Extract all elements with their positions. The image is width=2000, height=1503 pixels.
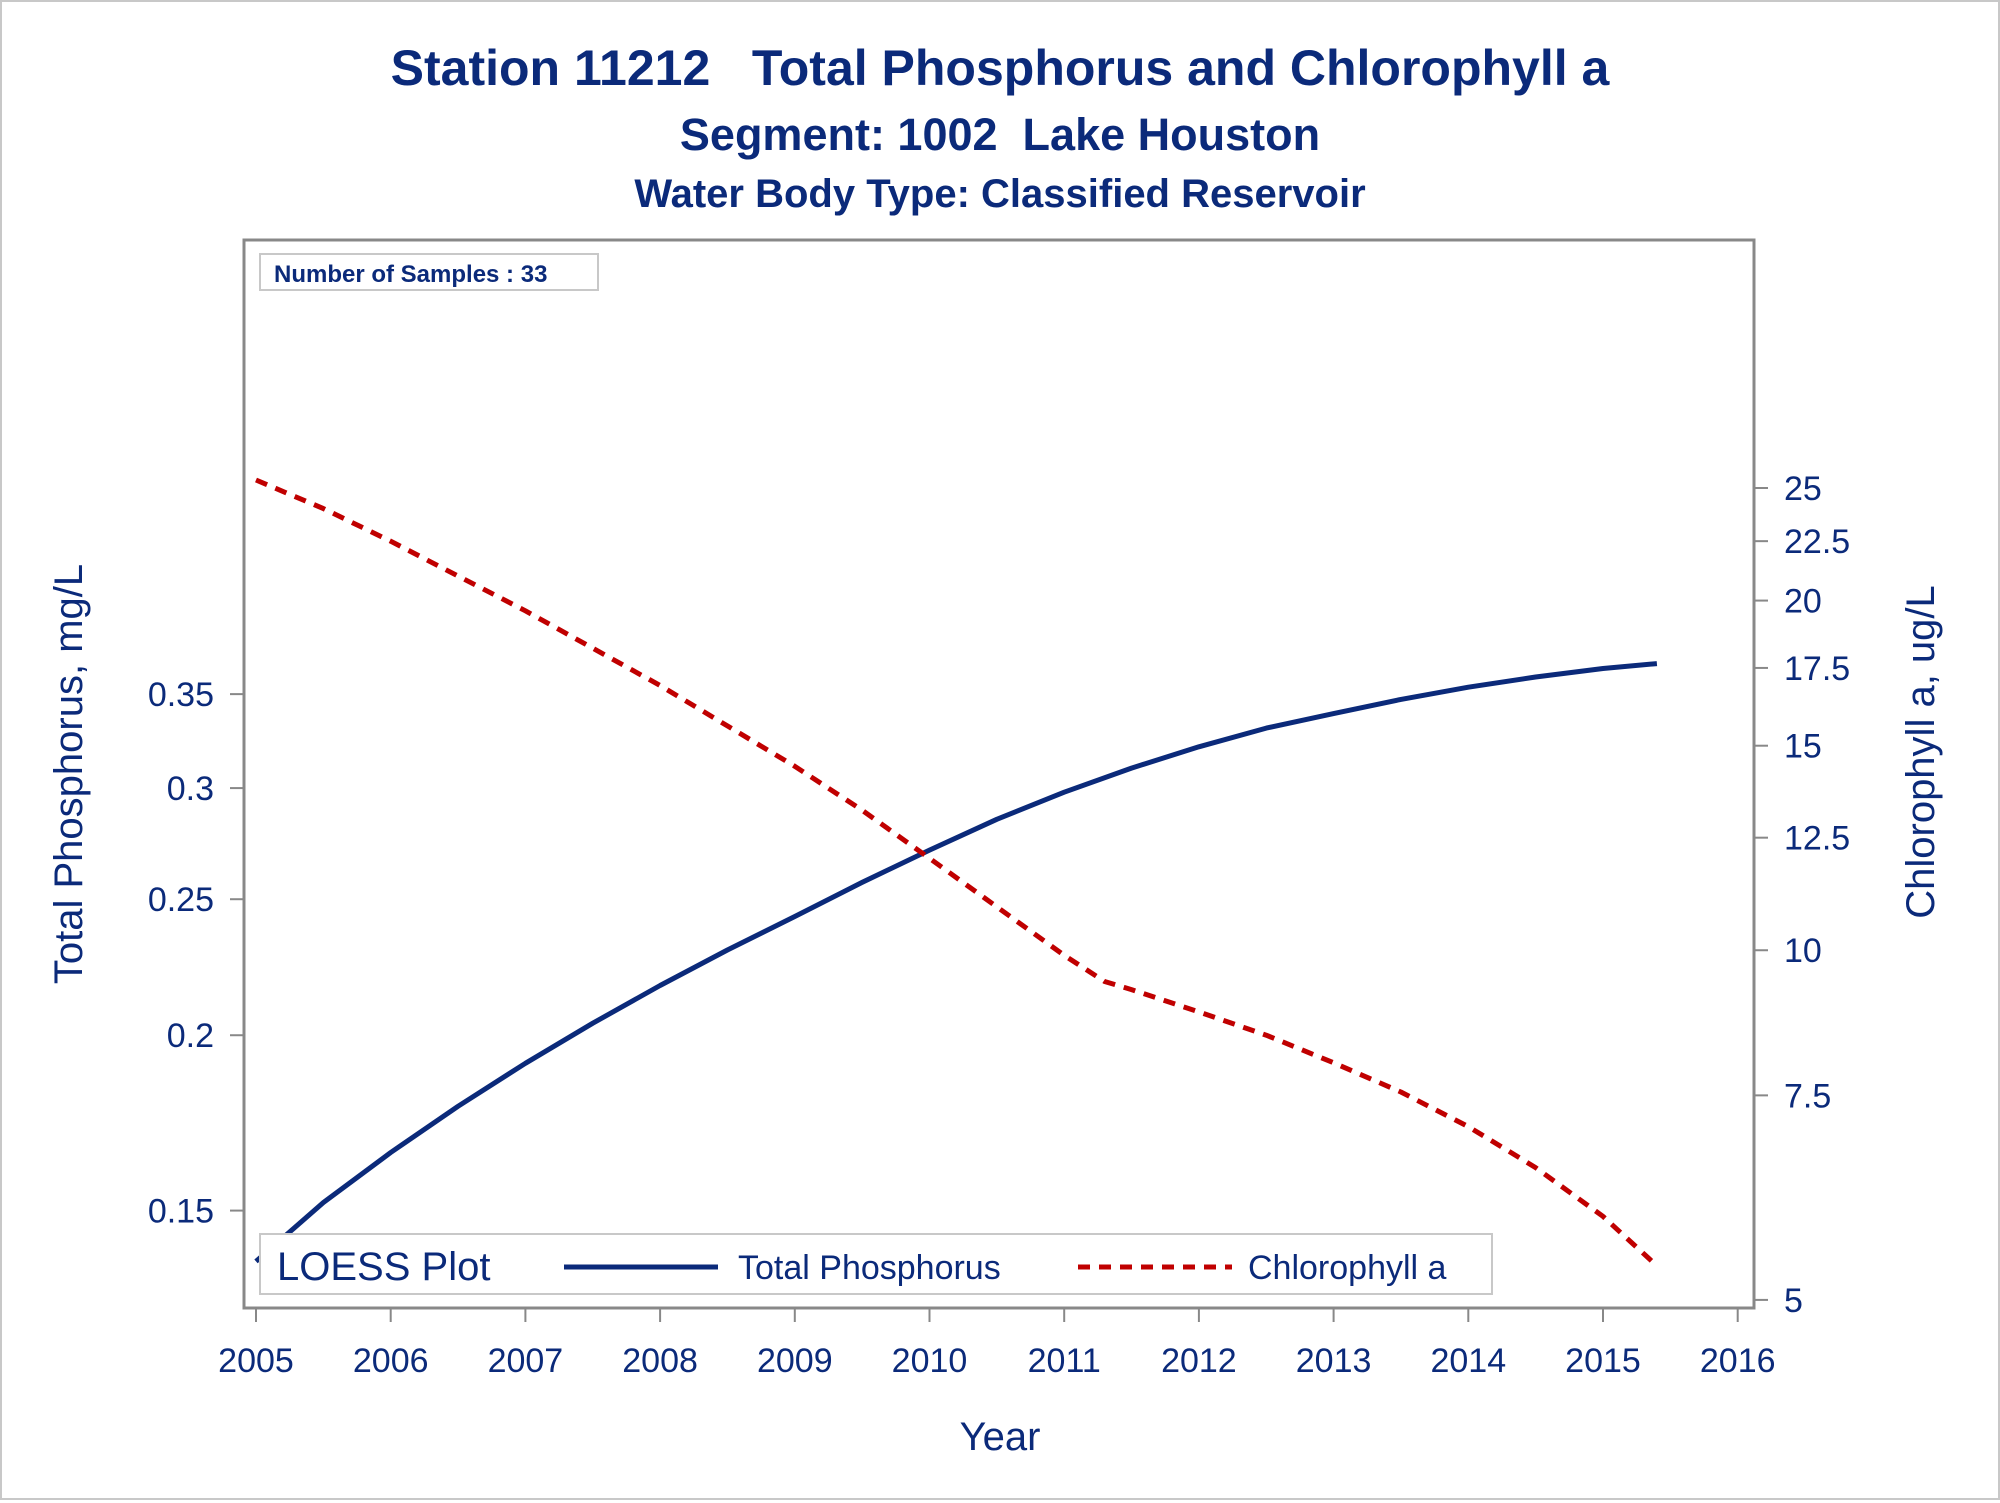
y-right-tick-label-15: 15: [1784, 728, 1822, 766]
series-line-chlorophyll-a: [255, 477, 1659, 1268]
x-tick-label-2016: 2016: [1700, 1342, 1776, 1380]
sample-count-text: Number of Samples : 33: [274, 261, 547, 288]
y-left-tick-label-0.3: 0.3: [167, 770, 214, 808]
y-left-tick-label-0.15: 0.15: [148, 1193, 214, 1231]
legend: LOESS Plot Total Phosphorus Chlorophyll …: [259, 1233, 1493, 1295]
sample-count-box: Number of Samples : 33: [259, 253, 599, 291]
x-axis-title: Year: [960, 1415, 1041, 1459]
y-left-tick-label-0.35: 0.35: [148, 676, 214, 714]
x-tick-label-2012: 2012: [1161, 1342, 1237, 1380]
legend-title: LOESS Plot: [277, 1245, 490, 1289]
x-axis: 2005 2006 2007 2008 2009 2010 2011 2012 2013 2014…: [218, 1308, 1776, 1380]
y-axis-right: 5 7.5 10 12.5 15 17.5 20 22.5 25: [1754, 470, 1850, 1320]
x-tick-label-2007: 2007: [488, 1342, 564, 1380]
plot-frame: [242, 238, 1756, 1310]
y-right-tick-label-7.5: 7.5: [1784, 1077, 1831, 1115]
y-right-tick-label-20: 20: [1784, 583, 1822, 621]
x-tick-label-2009: 2009: [757, 1342, 833, 1380]
legend-label-chlorophyll-a: Chlorophyll a: [1248, 1249, 1447, 1287]
y-right-tick-label-12.5: 12.5: [1784, 820, 1850, 858]
x-tick-label-2010: 2010: [892, 1342, 968, 1380]
x-tick-label-2015: 2015: [1565, 1342, 1641, 1380]
x-tick-label-2008: 2008: [622, 1342, 698, 1380]
y-axis-left-title: Total Phosphorus, mg/L: [47, 564, 91, 984]
legend-label-total-phosphorus: Total Phosphorus: [738, 1249, 1001, 1287]
y-right-tick-label-25: 25: [1784, 470, 1822, 508]
chart-title: Station 11212 Total Phosphorus and Chlor…: [391, 40, 1611, 96]
x-tick-label-2013: 2013: [1296, 1342, 1372, 1380]
y-right-tick-label-17.5: 17.5: [1784, 650, 1850, 688]
chart-subtitle: Segment: 1002 Lake Houston: [680, 109, 1320, 160]
y-axis-left: 0.15 0.2 0.25 0.3 0.35: [148, 676, 244, 1231]
x-tick-label-2006: 2006: [353, 1342, 429, 1380]
y-axis-right-title: Chlorophyll a, ug/L: [1899, 585, 1943, 919]
y-right-tick-label-10: 10: [1784, 932, 1822, 970]
x-tick-label-2014: 2014: [1430, 1342, 1506, 1380]
y-right-tick-label-5: 5: [1784, 1282, 1803, 1320]
chart-subtitle-2: Water Body Type: Classified Reservoir: [634, 172, 1365, 216]
legend-frame: [259, 1233, 1493, 1295]
x-tick-label-2011: 2011: [1028, 1342, 1101, 1380]
y-left-tick-label-0.2: 0.2: [167, 1017, 214, 1055]
series-line-total-phosphorus: [254, 661, 1658, 1264]
x-tick-label-2005: 2005: [218, 1342, 294, 1380]
series-layer: [254, 477, 1659, 1268]
y-left-tick-label-0.25: 0.25: [148, 881, 214, 919]
y-right-tick-label-22.5: 22.5: [1784, 523, 1850, 561]
